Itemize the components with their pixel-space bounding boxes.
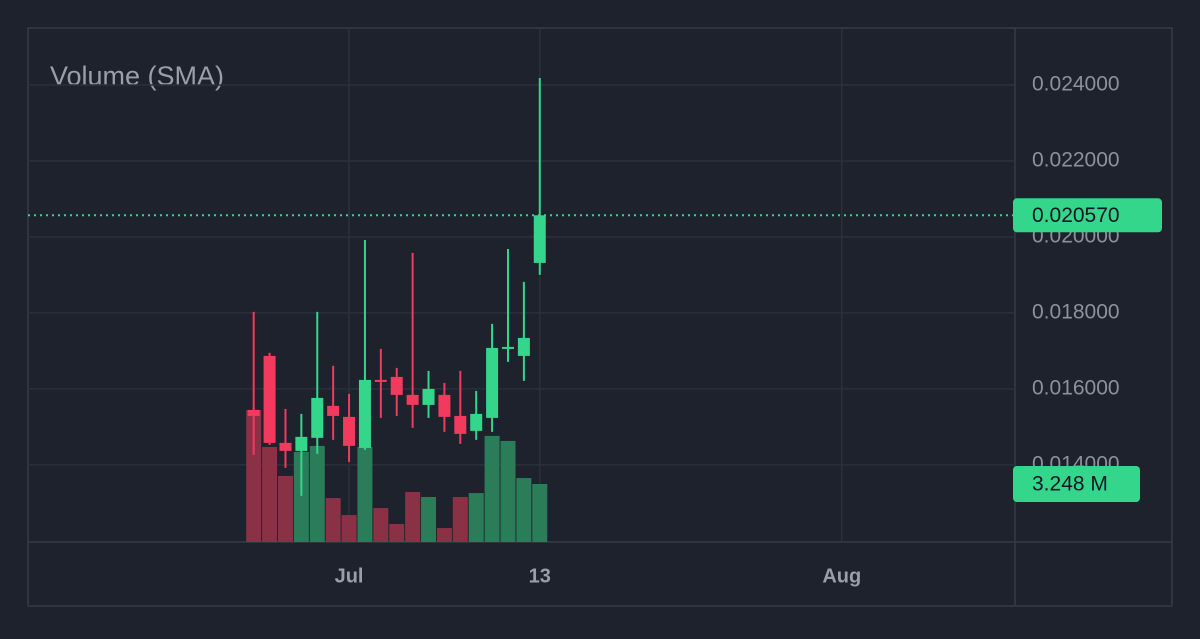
last-price-box [1013,198,1162,233]
y-tick-label: 0.018000 [1032,300,1120,323]
candle-body [263,355,276,443]
candle-body [343,416,356,446]
volume-bar [532,483,548,542]
candle-body [279,442,292,451]
volume-bar [421,496,437,542]
volume-bar [341,515,357,542]
volume-bar [325,498,341,542]
x-tick-label: Jul [335,565,364,587]
volume-bar [357,446,373,542]
candle-body [327,405,340,416]
volume-bar [484,435,500,542]
volume-value-box [1013,465,1140,502]
candle-body [295,436,308,451]
volume-bar [468,493,484,542]
candle-body [247,409,260,416]
volume-bar [516,478,532,542]
frame [27,27,1173,607]
candle-body [533,215,546,263]
candle-body [486,347,499,418]
candle-body [422,388,435,405]
y-tick-label: 0.024000 [1032,73,1120,96]
candle-body [406,394,419,405]
volume-bar [389,523,405,542]
volume-bar [262,446,278,542]
indicator-label: Volume (SMA) [50,61,224,91]
y-tick-label: 0.016000 [1032,376,1120,399]
y-tick-label: 0.022000 [1032,149,1120,172]
candle-body [358,379,371,448]
volume-bar [500,440,516,542]
volume-bar [309,445,325,542]
last-price-label: 0.020570 [1032,204,1120,227]
candle-body [390,376,403,395]
candle-body [517,337,530,356]
volume-bar [452,496,468,542]
volume-bar [373,508,389,542]
candle-body [374,379,387,382]
x-tick-label: 13 [529,565,551,587]
volume-bar [293,451,309,542]
candle-body [470,413,483,431]
volume-bar [246,410,262,542]
candle-body [311,397,324,438]
candle-body [501,346,514,349]
candle-body [454,415,467,434]
x-tick-label: Aug [822,565,861,587]
volume-bar [277,475,293,542]
volume-value-label: 3.248 M [1032,473,1108,496]
volume-bar [405,491,421,542]
candle-body [438,394,451,417]
volume-bar [436,528,452,542]
